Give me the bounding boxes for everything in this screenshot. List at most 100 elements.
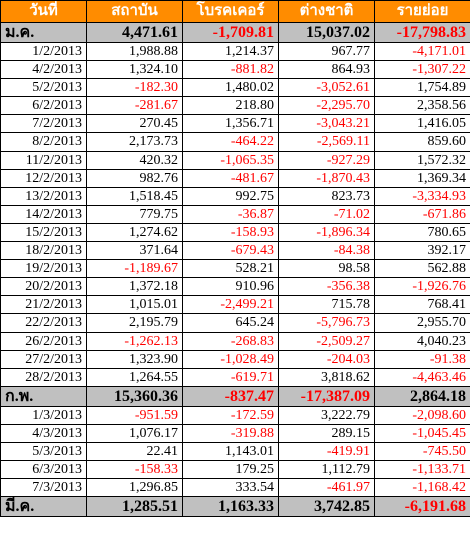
foreign-cell: -2,509.27 xyxy=(278,331,375,351)
foreign-cell: -356.38 xyxy=(278,277,375,297)
foreign-cell: 3,818.62 xyxy=(278,367,375,387)
table-row: 7/2/2013 270.45 1,356.71 -3,043.21 1,416.05 xyxy=(0,114,470,134)
date-cell: ม.ค. xyxy=(0,22,87,43)
institution-cell: 22.41 xyxy=(86,441,183,462)
date-cell: 8/2/2013 xyxy=(0,132,87,152)
date-cell: 19/2/2013 xyxy=(0,259,87,279)
institution-cell: 1,323.90 xyxy=(86,349,183,369)
retail-cell: -4,463.46 xyxy=(374,367,470,387)
retail-cell: -1,307.22 xyxy=(374,60,470,80)
table-row: 6/2/2013 -281.67 218.80 -2,295.70 2,358.56 xyxy=(0,96,470,116)
retail-cell: 2,955.70 xyxy=(374,313,470,333)
broker-cell: 333.54 xyxy=(182,478,279,498)
foreign-cell: -2,569.11 xyxy=(278,132,375,152)
institution-cell: 1,372.18 xyxy=(86,277,183,297)
foreign-cell: 3,742.85 xyxy=(278,496,375,518)
retail-cell: -745.50 xyxy=(374,441,470,462)
date-cell: 12/2/2013 xyxy=(0,168,87,188)
date-cell: 11/2/2013 xyxy=(0,150,87,170)
foreign-cell: -2,295.70 xyxy=(278,96,375,116)
broker-cell: -1,028.49 xyxy=(182,349,279,369)
table-row: 13/2/2013 1,518.45 992.75 823.73 -3,334.93 xyxy=(0,186,470,206)
trading-summary-table: วันที่ สถาบัน โบรคเคอร์ ต่างชาติ รายย่อย… xyxy=(0,0,470,518)
date-cell: 7/3/2013 xyxy=(0,478,87,498)
date-cell: 4/2/2013 xyxy=(0,60,87,80)
table-row: 20/2/2013 1,372.18 910.96 -356.38 -1,926.76 xyxy=(0,277,470,297)
foreign-cell: -1,896.34 xyxy=(278,222,375,243)
header-broker: โบรคเคอร์ xyxy=(182,0,279,23)
foreign-cell: -84.38 xyxy=(278,241,375,261)
header-date: วันที่ xyxy=(0,0,87,23)
institution-cell: 1,988.88 xyxy=(86,41,183,62)
retail-cell: -3,334.93 xyxy=(374,186,470,206)
date-cell: 1/3/2013 xyxy=(0,405,87,425)
table-row: 1/3/2013 -951.59 -172.59 3,222.79 -2,098.60 xyxy=(0,405,470,425)
date-cell: 7/2/2013 xyxy=(0,114,87,134)
date-cell: 18/2/2013 xyxy=(0,241,87,261)
foreign-cell: -1,870.43 xyxy=(278,168,375,188)
date-cell: 21/2/2013 xyxy=(0,295,87,315)
table-row: 15/2/2013 1,274.62 -158.93 -1,896.34 780.65 xyxy=(0,222,470,243)
date-cell: 27/2/2013 xyxy=(0,349,87,369)
retail-cell: -91.38 xyxy=(374,349,470,369)
foreign-cell: -3,043.21 xyxy=(278,114,375,134)
retail-cell: 780.65 xyxy=(374,222,470,243)
retail-cell: -1,168.42 xyxy=(374,478,470,498)
broker-cell: -679.43 xyxy=(182,241,279,261)
foreign-cell: 967.77 xyxy=(278,41,375,62)
retail-cell: -4,171.01 xyxy=(374,41,470,62)
institution-cell: 2,195.79 xyxy=(86,313,183,333)
date-cell: ก.พ. xyxy=(0,385,87,407)
broker-cell: 218.80 xyxy=(182,96,279,116)
month-summary-row: ม.ค. 4,471.61 -1,709.81 15,037.02 -17,798.83 xyxy=(0,22,470,43)
table-row: 11/2/2013 420.32 -1,065.35 -927.29 1,572.32 xyxy=(0,150,470,170)
foreign-cell: -3,052.61 xyxy=(278,78,375,98)
institution-cell: 1,015.01 xyxy=(86,295,183,315)
retail-cell: 562.88 xyxy=(374,259,470,279)
broker-cell: -268.83 xyxy=(182,331,279,351)
date-cell: 14/2/2013 xyxy=(0,204,87,224)
institution-cell: 420.32 xyxy=(86,150,183,170)
institution-cell: 1,264.55 xyxy=(86,367,183,387)
broker-cell: 1,143.01 xyxy=(182,441,279,462)
institution-cell: 2,173.73 xyxy=(86,132,183,152)
retail-cell: 1,572.32 xyxy=(374,150,470,170)
table-row: 1/2/2013 1,988.88 1,214.37 967.77 -4,171.01 xyxy=(0,41,470,62)
foreign-cell: -419.91 xyxy=(278,441,375,462)
table-row: 26/2/2013 -1,262.13 -268.83 -2,509.27 4,040.… xyxy=(0,331,470,351)
date-cell: 22/2/2013 xyxy=(0,313,87,333)
broker-cell: -172.59 xyxy=(182,405,279,425)
foreign-cell: 98.58 xyxy=(278,259,375,279)
institution-cell: -182.30 xyxy=(86,78,183,98)
date-cell: 6/2/2013 xyxy=(0,96,87,116)
institution-cell: -1,262.13 xyxy=(86,331,183,351)
broker-cell: -619.71 xyxy=(182,367,279,387)
institution-cell: 1,296.85 xyxy=(86,478,183,498)
retail-cell: -1,045.45 xyxy=(374,423,470,443)
retail-cell: -17,798.83 xyxy=(374,22,470,43)
table-row: 22/2/2013 2,195.79 645.24 -5,796.73 2,955.70 xyxy=(0,313,470,333)
retail-cell: 1,754.89 xyxy=(374,78,470,98)
broker-cell: 1,480.02 xyxy=(182,78,279,98)
foreign-cell: -204.03 xyxy=(278,349,375,369)
institution-cell: 1,285.51 xyxy=(86,496,183,518)
broker-cell: -1,709.81 xyxy=(182,22,279,43)
institution-cell: -951.59 xyxy=(86,405,183,425)
table-row: 19/2/2013 -1,189.67 528.21 98.58 562.88 xyxy=(0,259,470,279)
header-foreign: ต่างชาติ xyxy=(278,0,375,23)
table-row: 27/2/2013 1,323.90 -1,028.49 -204.03 -91.38 xyxy=(0,349,470,369)
date-cell: 13/2/2013 xyxy=(0,186,87,206)
broker-cell: -319.88 xyxy=(182,423,279,443)
broker-cell: 1,163.33 xyxy=(182,496,279,518)
table-row: 8/2/2013 2,173.73 -464.22 -2,569.11 859.60 xyxy=(0,132,470,152)
header-institution: สถาบัน xyxy=(86,0,183,23)
date-cell: 5/2/2013 xyxy=(0,78,87,98)
table-row: 7/3/2013 1,296.85 333.54 -461.97 -1,168.42 xyxy=(0,478,470,498)
institution-cell: -158.33 xyxy=(86,460,183,480)
foreign-cell: -17,387.09 xyxy=(278,385,375,407)
retail-cell: -1,133.71 xyxy=(374,460,470,480)
institution-cell: 1,274.62 xyxy=(86,222,183,243)
date-cell: 20/2/2013 xyxy=(0,277,87,297)
table-body: ม.ค. 4,471.61 -1,709.81 15,037.02 -17,798.83… xyxy=(0,22,470,518)
retail-cell: 2,864.18 xyxy=(374,385,470,407)
